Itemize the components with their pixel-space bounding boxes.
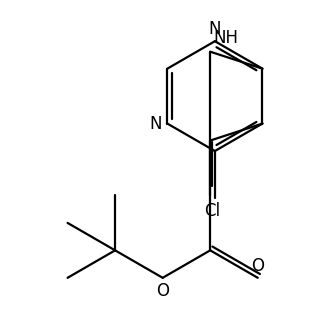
Text: O: O <box>251 256 264 275</box>
Text: NH: NH <box>213 29 238 47</box>
Text: N: N <box>149 115 162 133</box>
Text: O: O <box>156 282 169 300</box>
Text: N: N <box>209 20 221 38</box>
Text: Cl: Cl <box>204 202 220 220</box>
